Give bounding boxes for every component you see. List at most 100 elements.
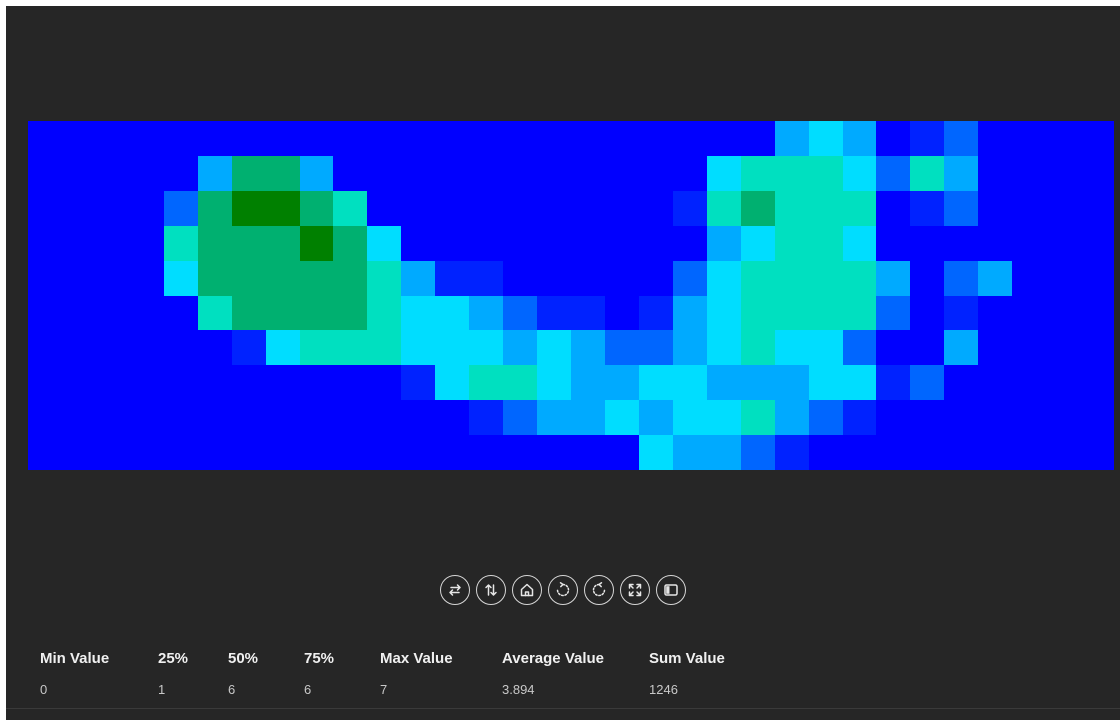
heatmap-cell <box>95 155 130 191</box>
heatmap-cell <box>537 400 571 436</box>
heatmap-cell <box>1080 295 1114 331</box>
heatmap-cell <box>401 365 436 401</box>
heatmap-cell <box>333 260 368 296</box>
heatmap-cell <box>672 225 707 261</box>
heatmap-cell <box>876 295 911 331</box>
heatmap-cell <box>808 121 843 156</box>
heatmap-cell <box>61 295 96 331</box>
heatmap-cell <box>1012 400 1047 436</box>
heatmap-cell <box>672 365 707 401</box>
heatmap-cell <box>740 260 775 296</box>
heatmap-cell <box>503 121 538 156</box>
heatmap-cell <box>231 260 266 296</box>
heatmap-cell <box>876 121 911 156</box>
heatmap-cell <box>672 330 707 366</box>
heatmap-cell <box>469 225 504 261</box>
heatmap-cell <box>876 330 911 366</box>
heatmap-cell <box>333 121 368 156</box>
heatmap-cell <box>706 225 741 261</box>
heatmap-cell <box>265 295 300 331</box>
heatmap-cell <box>401 435 436 470</box>
heatmap-cell <box>231 365 266 401</box>
heatmap-cell <box>537 435 571 470</box>
heatmap-cell <box>367 330 402 366</box>
heatmap-cell <box>163 295 198 331</box>
heatmap-cell <box>61 400 96 436</box>
heatmap-cell <box>842 400 877 436</box>
heatmap-cell <box>706 155 741 191</box>
heatmap-cell <box>231 190 266 226</box>
heatmap-cell <box>774 400 809 436</box>
fit-to-screen-button[interactable] <box>620 575 650 605</box>
heatmap-cell <box>265 330 300 366</box>
toggle-panel-button[interactable] <box>656 575 686 605</box>
heatmap-cell <box>61 330 96 366</box>
heatmap-cell <box>401 400 436 436</box>
heatmap-cell <box>231 121 266 156</box>
heatmap-cell <box>808 190 843 226</box>
heatmap-cell <box>28 155 62 191</box>
heatmap-cell <box>95 400 130 436</box>
heatmap-cell <box>944 155 979 191</box>
heatmap-cell <box>910 260 945 296</box>
viewer-panel: Min Value 25% 50% 75% Max Value Average … <box>6 6 1120 720</box>
heatmap-cell <box>401 121 436 156</box>
heatmap-cell <box>503 190 538 226</box>
heatmap-cell <box>774 435 809 470</box>
p75-value: 6 <box>304 682 312 697</box>
swap-horizontal-button[interactable] <box>440 575 470 605</box>
heatmap-cell <box>571 121 605 156</box>
max-value: 7 <box>380 682 388 697</box>
heatmap-cell <box>299 400 334 436</box>
rotate-right-button[interactable] <box>584 575 614 605</box>
heatmap-cell <box>672 295 707 331</box>
heatmap-cell <box>638 330 673 366</box>
heatmap-cell <box>978 400 1013 436</box>
heatmap-cell <box>299 330 334 366</box>
heatmap-cell <box>129 435 164 470</box>
heatmap-cell <box>333 190 368 226</box>
rotate-left-button[interactable] <box>548 575 578 605</box>
heatmap-cell <box>638 365 673 401</box>
heatmap-cell <box>28 400 62 436</box>
heatmap-cell <box>333 295 368 331</box>
heatmap-cell <box>1080 155 1114 191</box>
heatmap-cell <box>740 400 775 436</box>
heatmap-cell <box>978 260 1013 296</box>
heatmap-cell <box>604 295 639 331</box>
heatmap-cell <box>299 155 334 191</box>
sum-value-header: Sum Value <box>649 650 725 667</box>
home-button[interactable] <box>512 575 542 605</box>
swap-vertical-button[interactable] <box>476 575 506 605</box>
heatmap-cell <box>638 400 673 436</box>
heatmap-canvas[interactable] <box>28 121 1114 470</box>
heatmap-cell <box>1080 190 1114 226</box>
heatmap-cell <box>503 225 538 261</box>
heatmap-cell <box>842 121 877 156</box>
heatmap-cell <box>1012 121 1047 156</box>
heatmap-cell <box>197 365 232 401</box>
heatmap-cell <box>265 121 300 156</box>
heatmap-cell <box>163 435 198 470</box>
heatmap-cell <box>367 225 402 261</box>
heatmap-cell <box>503 330 538 366</box>
heatmap-cell <box>740 225 775 261</box>
heatmap-cell <box>706 330 741 366</box>
rotate-left-icon <box>556 582 570 597</box>
heatmap-cell <box>910 330 945 366</box>
heatmap-cell <box>1080 121 1114 156</box>
heatmap-cell <box>876 260 911 296</box>
heatmap-cell <box>129 190 164 226</box>
heatmap-cell <box>129 260 164 296</box>
heatmap-cell <box>537 190 571 226</box>
heatmap-cell <box>706 190 741 226</box>
heatmap-cell <box>672 155 707 191</box>
heatmap-cell <box>367 365 402 401</box>
heatmap-cell <box>231 400 266 436</box>
heatmap-cell <box>469 400 504 436</box>
heatmap-cell <box>333 330 368 366</box>
heatmap-cell <box>163 121 198 156</box>
heatmap-cell <box>537 295 571 331</box>
heatmap-cell <box>808 155 843 191</box>
heatmap-cell <box>299 260 334 296</box>
